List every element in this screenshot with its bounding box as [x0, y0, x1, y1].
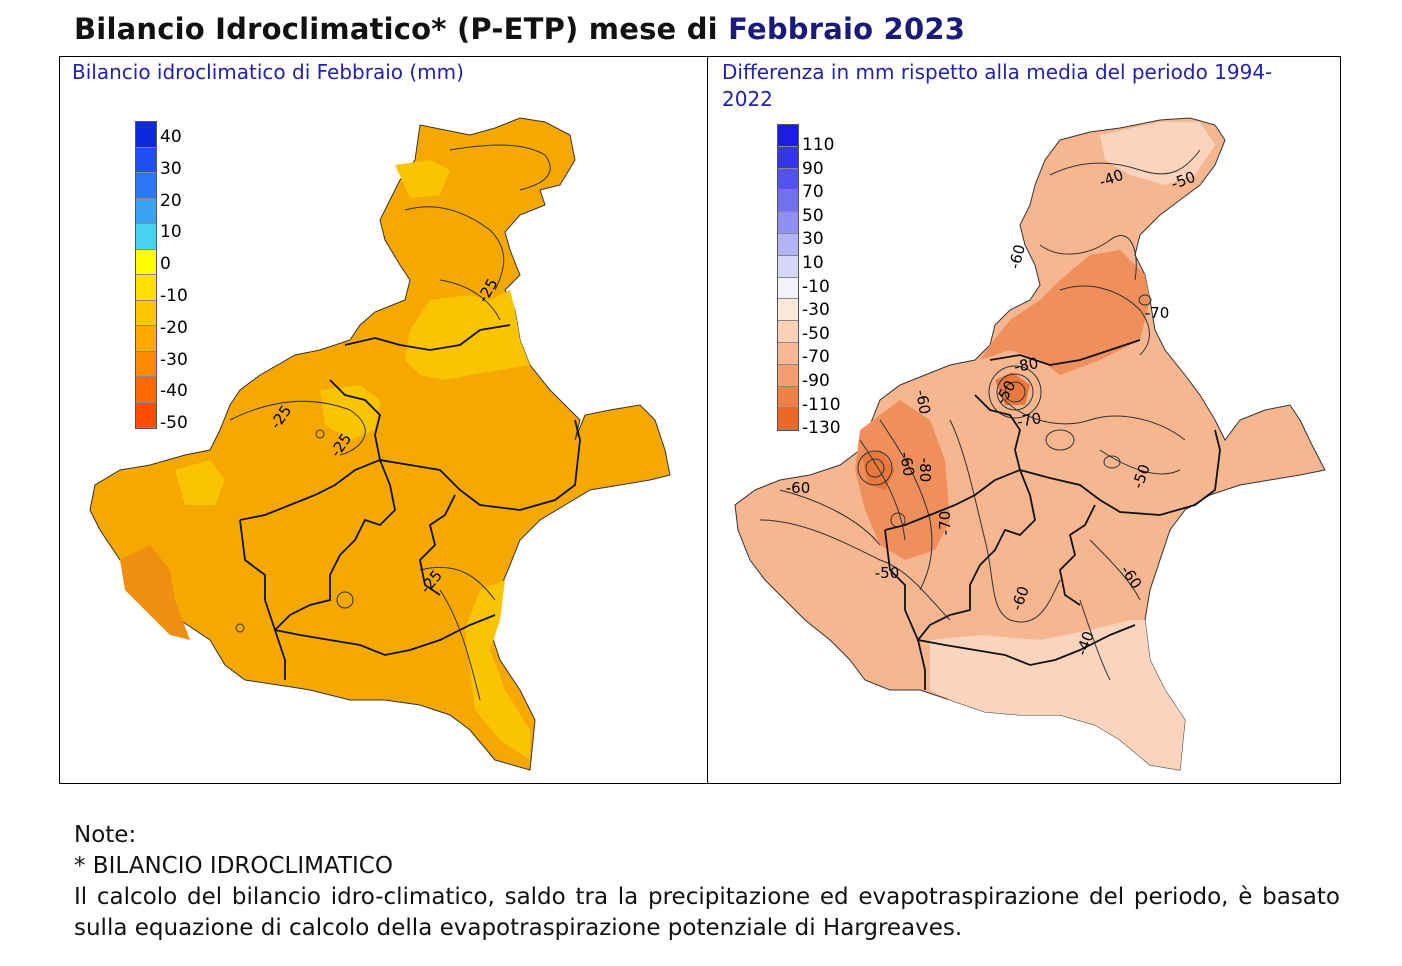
- left-legend-swatch: [136, 275, 156, 301]
- right-legend-label: 90: [802, 158, 824, 179]
- notes-heading: Note:: [74, 822, 137, 848]
- maps-frame: [59, 56, 1341, 784]
- left-legend-label: -10: [160, 286, 188, 306]
- right-legend-label: 50: [802, 205, 824, 226]
- notes-text: Il calcolo del bilancio idro-climatico, …: [74, 884, 1340, 941]
- right-contour-label: -80: [916, 458, 934, 483]
- left-legend-colorbar: [135, 121, 157, 429]
- left-legend-label: 20: [160, 190, 182, 211]
- right-legend-label: 10: [802, 253, 824, 273]
- notes-subheading: * BILANCIO IDROCLIMATICO: [74, 853, 393, 879]
- right-legend-swatch: [778, 190, 798, 213]
- right-legend-swatch: [778, 342, 798, 365]
- left-legend-swatch: [136, 147, 156, 173]
- right-legend-label: 110: [802, 135, 835, 155]
- right-legend-swatch: [778, 212, 798, 234]
- right-contour-label: -70: [936, 511, 954, 536]
- right-light-patch: [930, 620, 1185, 770]
- right-contour-label: -60: [896, 451, 918, 478]
- right-legend-swatch: [778, 386, 798, 409]
- right-legend-swatch: [778, 321, 798, 343]
- right-legend-swatch: [778, 125, 798, 147]
- right-contours: [759, 149, 1201, 681]
- left-legend-swatch: [136, 122, 156, 148]
- right-legend-swatch: [778, 299, 798, 322]
- left-region-shape: [89, 117, 671, 771]
- right-dark-patch-2: [980, 250, 1150, 375]
- left-legend-label: -40: [160, 381, 188, 402]
- left-legend-label: -30: [160, 349, 188, 370]
- left-legend-swatch: [136, 198, 156, 224]
- right-legend-swatch: [778, 146, 798, 169]
- left-legend-swatch: [136, 377, 156, 403]
- left-legend-label: -20: [160, 317, 188, 338]
- left-light-patch-4: [395, 160, 450, 198]
- left-legend-label: 30: [160, 158, 182, 179]
- right-legend-label: -130: [802, 418, 841, 439]
- right-legend-label: -50: [802, 323, 830, 344]
- left-legend-swatch: [136, 173, 156, 199]
- left-legend-label: 0: [160, 254, 171, 275]
- left-light-patch-2: [465, 580, 530, 760]
- right-legend-swatch: [778, 168, 798, 191]
- left-map: [89, 117, 671, 771]
- right-contour-label: -60: [912, 389, 934, 416]
- left-legend-swatch: [136, 224, 156, 250]
- left-panel-title: Bilancio idroclimatico di Febbraio (mm): [72, 60, 464, 84]
- left-contours: [229, 144, 551, 701]
- right-map: [734, 117, 1326, 771]
- left-legend-label: 10: [160, 222, 182, 243]
- right-dark-patch-1: [855, 400, 950, 560]
- panel-divider: [707, 56, 708, 784]
- left-light-patch-1: [405, 290, 530, 380]
- right-province-borders: [884, 339, 1221, 690]
- page-title: Bilancio Idroclimatico* (P-ETP) mese di …: [74, 12, 966, 46]
- right-legend-swatch: [778, 255, 798, 278]
- notes-section: Note: * BILANCIO IDROCLIMATICO Il calcol…: [74, 820, 1340, 944]
- right-contour-label: -60: [786, 479, 811, 497]
- right-contour-label: -80: [1013, 354, 1040, 376]
- left-legend-label: 40: [160, 127, 182, 147]
- right-legend-swatch: [778, 408, 798, 431]
- left-light-patch-5: [175, 460, 225, 505]
- right-legend-label: -70: [802, 347, 830, 368]
- right-panel-title: Differenza in mm rispetto alla media del…: [722, 60, 1273, 111]
- left-legend-label: -50: [160, 413, 188, 434]
- right-light-patch-2: [1100, 122, 1215, 185]
- right-legend-label: 70: [802, 182, 824, 203]
- right-contour-label: -60: [1005, 243, 1029, 271]
- left-dark-patch: [120, 545, 190, 640]
- right-legend-label: -30: [802, 300, 830, 321]
- left-legend-swatch: [136, 402, 156, 428]
- right-legend-swatch: [778, 364, 798, 387]
- right-legend-colorbar: [777, 124, 799, 432]
- right-legend-swatch: [778, 233, 798, 256]
- right-legend-swatch: [778, 277, 798, 300]
- left-province-borders: [239, 324, 581, 680]
- right-contour-label: -70: [1016, 409, 1043, 431]
- right-contour-label: -70: [1145, 304, 1170, 322]
- left-legend-swatch: [136, 300, 156, 326]
- right-legend-label: -90: [802, 371, 830, 391]
- right-contour-label: -50: [875, 564, 900, 582]
- left-legend-swatch: [136, 326, 156, 352]
- right-legend-label: -110: [802, 394, 841, 415]
- left-legend-swatch: [136, 249, 156, 275]
- left-legend-swatch: [136, 351, 156, 377]
- right-legend-label: -10: [802, 276, 830, 297]
- title-month-highlight: Febbraio 2023: [728, 12, 966, 46]
- right-dark-patch-4: [995, 372, 1030, 405]
- right-legend-label: 30: [802, 229, 824, 250]
